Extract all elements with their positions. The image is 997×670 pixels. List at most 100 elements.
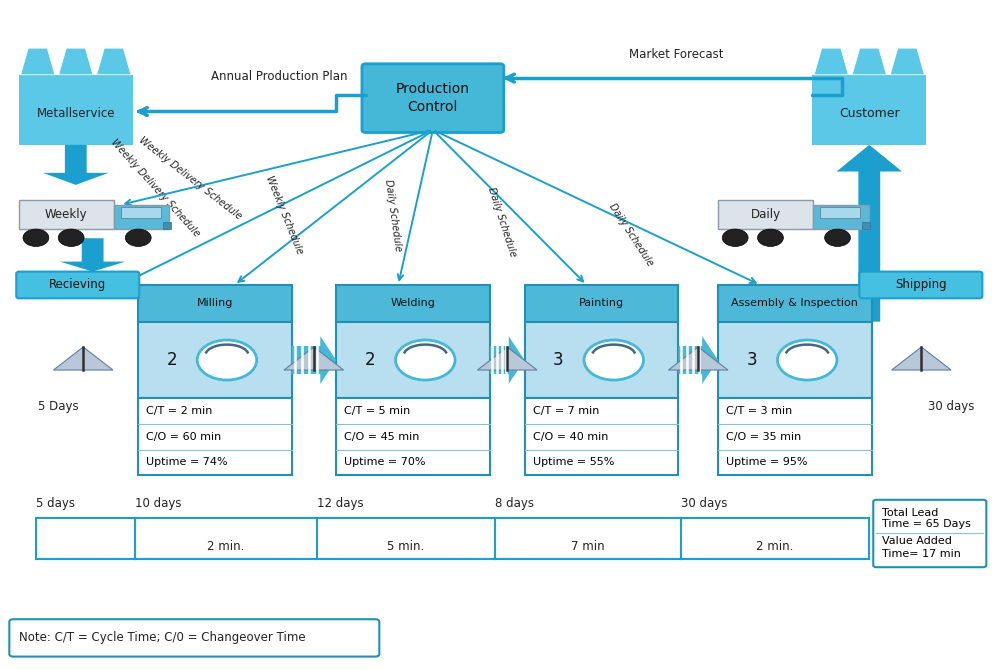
Text: Weekly: Weekly bbox=[45, 208, 88, 221]
Text: Note: C/T = Cycle Time; C/0 = Changeover Time: Note: C/T = Cycle Time; C/0 = Changeover… bbox=[19, 631, 306, 645]
Text: 10 days: 10 days bbox=[136, 498, 181, 511]
Bar bbox=[336, 285, 490, 322]
Text: Recieving: Recieving bbox=[49, 279, 107, 291]
Text: Metallservice: Metallservice bbox=[37, 107, 115, 120]
Text: Daily Schedule: Daily Schedule bbox=[607, 202, 655, 268]
Text: Time= 17 min: Time= 17 min bbox=[882, 549, 961, 559]
Polygon shape bbox=[284, 347, 344, 370]
Text: 5 min.: 5 min. bbox=[388, 540, 425, 553]
Polygon shape bbox=[678, 336, 718, 384]
Circle shape bbox=[23, 229, 49, 247]
Bar bbox=[820, 207, 859, 218]
Text: Value Added: Value Added bbox=[882, 536, 952, 546]
Text: 7 min: 7 min bbox=[571, 540, 605, 553]
Text: 12 days: 12 days bbox=[317, 498, 364, 511]
Polygon shape bbox=[43, 145, 109, 185]
Circle shape bbox=[758, 229, 784, 247]
Polygon shape bbox=[890, 48, 924, 75]
Polygon shape bbox=[852, 48, 886, 75]
Text: Production
Control: Production Control bbox=[396, 82, 470, 115]
Bar bbox=[138, 322, 291, 399]
Polygon shape bbox=[490, 336, 524, 384]
Circle shape bbox=[396, 340, 455, 380]
Text: C/O = 60 min: C/O = 60 min bbox=[146, 431, 221, 442]
Text: Daily: Daily bbox=[751, 208, 781, 221]
Polygon shape bbox=[54, 347, 113, 370]
Text: Daily Schedule: Daily Schedule bbox=[383, 178, 403, 252]
Text: Market Forecast: Market Forecast bbox=[629, 48, 723, 62]
Text: C/O = 35 min: C/O = 35 min bbox=[726, 431, 802, 442]
Text: 2: 2 bbox=[365, 351, 375, 369]
Bar bbox=[524, 399, 678, 475]
Circle shape bbox=[722, 229, 748, 247]
Circle shape bbox=[58, 229, 84, 247]
Text: 5 Days: 5 Days bbox=[38, 400, 79, 413]
Polygon shape bbox=[891, 347, 951, 370]
Bar bbox=[121, 207, 161, 218]
Text: Painting: Painting bbox=[579, 298, 624, 308]
Text: 2 min.: 2 min. bbox=[757, 540, 794, 553]
Polygon shape bbox=[21, 48, 55, 75]
Bar bbox=[862, 222, 869, 229]
Text: Uptime = 95%: Uptime = 95% bbox=[726, 458, 808, 468]
FancyBboxPatch shape bbox=[362, 64, 503, 133]
Text: 8 days: 8 days bbox=[496, 498, 534, 511]
Text: Milling: Milling bbox=[196, 298, 233, 308]
Bar bbox=[718, 399, 871, 475]
Polygon shape bbox=[836, 145, 902, 322]
Text: Weekly Delivery Schedule: Weekly Delivery Schedule bbox=[137, 135, 243, 221]
Circle shape bbox=[126, 229, 152, 247]
Circle shape bbox=[584, 340, 643, 380]
Text: 2 min.: 2 min. bbox=[207, 540, 244, 553]
Bar bbox=[336, 399, 490, 475]
Bar bbox=[718, 322, 871, 399]
Circle shape bbox=[778, 340, 836, 380]
Bar bbox=[524, 322, 678, 399]
Text: Weekly Schedule: Weekly Schedule bbox=[264, 174, 304, 255]
Text: Uptime = 70%: Uptime = 70% bbox=[344, 458, 426, 468]
Text: Welding: Welding bbox=[391, 298, 436, 308]
Text: C/O = 40 min: C/O = 40 min bbox=[532, 431, 608, 442]
Bar bbox=[163, 222, 170, 229]
Bar bbox=[718, 200, 814, 229]
Circle shape bbox=[197, 340, 256, 380]
Text: Uptime = 55%: Uptime = 55% bbox=[532, 458, 614, 468]
Text: Customer: Customer bbox=[839, 107, 899, 120]
Polygon shape bbox=[478, 347, 537, 370]
FancyBboxPatch shape bbox=[873, 500, 986, 567]
Text: Shipping: Shipping bbox=[895, 279, 947, 291]
Text: C/T = 5 min: C/T = 5 min bbox=[344, 406, 411, 416]
Bar bbox=[19, 75, 133, 145]
Bar bbox=[336, 322, 490, 399]
Bar bbox=[114, 205, 169, 229]
FancyBboxPatch shape bbox=[16, 271, 140, 298]
Text: 2: 2 bbox=[166, 351, 176, 369]
Polygon shape bbox=[291, 336, 336, 384]
Bar bbox=[138, 399, 291, 475]
Polygon shape bbox=[59, 48, 93, 75]
Text: C/T = 3 min: C/T = 3 min bbox=[726, 406, 793, 416]
FancyBboxPatch shape bbox=[859, 271, 982, 298]
Text: Daily Schedule: Daily Schedule bbox=[487, 186, 518, 258]
Bar bbox=[19, 200, 114, 229]
Text: Assembly & Inspection: Assembly & Inspection bbox=[732, 298, 858, 308]
Bar bbox=[718, 285, 871, 322]
Text: 5 min.: 5 min. bbox=[388, 540, 425, 553]
Text: 5 days: 5 days bbox=[36, 498, 75, 511]
Polygon shape bbox=[668, 347, 728, 370]
Text: 30 days: 30 days bbox=[681, 498, 727, 511]
Polygon shape bbox=[60, 239, 126, 271]
Text: 3: 3 bbox=[553, 351, 563, 369]
Text: 30 days: 30 days bbox=[928, 400, 974, 413]
Text: Annual Production Plan: Annual Production Plan bbox=[211, 70, 347, 83]
Bar bbox=[524, 285, 678, 322]
Circle shape bbox=[825, 229, 850, 247]
Bar bbox=[138, 285, 291, 322]
Text: Weekly Delivery Schedule: Weekly Delivery Schedule bbox=[109, 137, 201, 239]
Text: Total Lead: Total Lead bbox=[882, 509, 938, 518]
Bar bbox=[813, 75, 926, 145]
Text: Time = 65 Days: Time = 65 Days bbox=[882, 519, 971, 529]
Text: 3: 3 bbox=[747, 351, 757, 369]
Bar bbox=[814, 205, 868, 229]
Text: 2 min.: 2 min. bbox=[757, 540, 794, 553]
